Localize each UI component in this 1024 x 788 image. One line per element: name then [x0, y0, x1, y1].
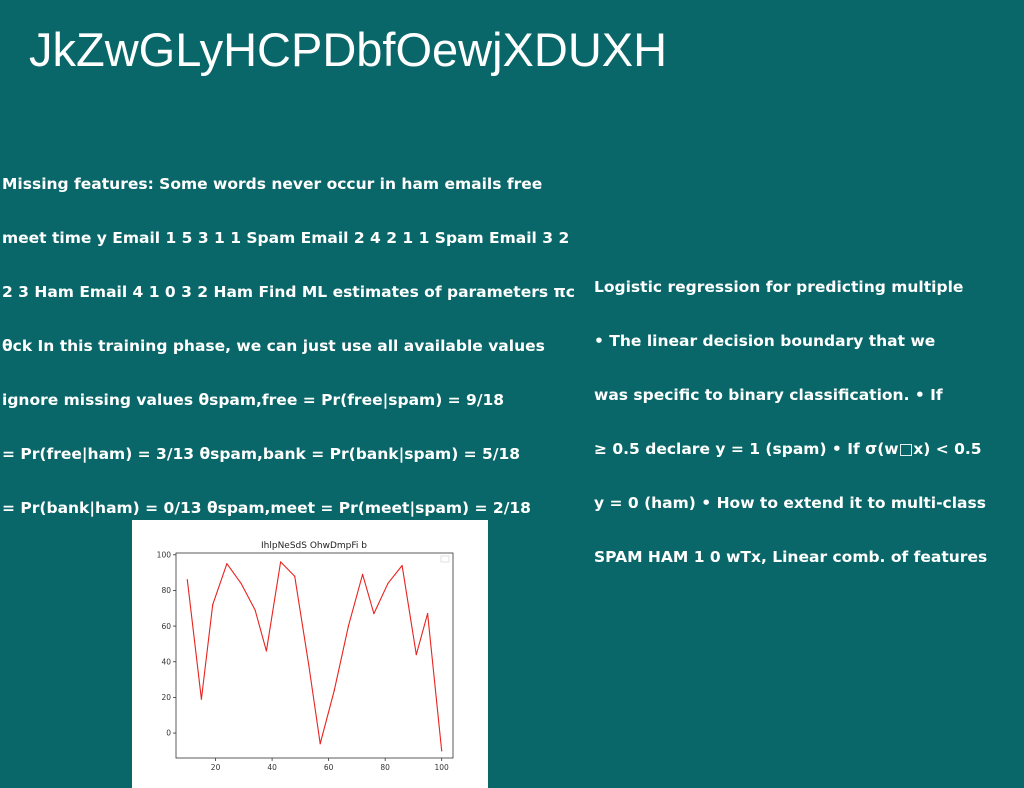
missing-features-text: Missing features: Some words never occur…: [2, 139, 587, 535]
y-tick-label: 60: [161, 622, 171, 631]
x-tick-label: 40: [267, 763, 277, 772]
line-chart: IhlpNeSdS OhwDmpFi b 20 40 60 80 100 0 20 40 60 8…: [157, 541, 454, 772]
y-tick-label: 40: [161, 657, 171, 666]
chart-title: IhlpNeSdS OhwDmpFi b: [261, 541, 367, 551]
data-point: [373, 613, 375, 615]
data-point: [308, 664, 310, 666]
x-tick-label: 80: [380, 763, 390, 772]
data-point: [387, 582, 389, 584]
text-line: was specific to binary classification. •…: [594, 386, 943, 404]
text-line: meet time y Email 1 5 3 1 1 Spam Email 2…: [2, 229, 570, 247]
logistic-regression-text: Logistic regression for predicting multi…: [594, 242, 1022, 584]
text-line: θck In this training phase, we can just …: [2, 337, 545, 355]
x-tick-label: 100: [435, 763, 450, 772]
series-group: [186, 561, 443, 752]
text-line: ignore missing values θspam,free = Pr(fr…: [2, 391, 505, 409]
text-line: • The linear decision boundary that we: [594, 332, 936, 350]
data-point: [254, 609, 256, 611]
data-point: [401, 564, 403, 567]
axis-ticks: 20 40 60 80 100 0 20 40 60 80 100: [157, 550, 449, 772]
data-point: [226, 563, 228, 565]
plot-frame: [175, 552, 454, 759]
text-line: 2 3 Ham Email 4 1 0 3 2 Ham Find ML esti…: [2, 283, 575, 301]
x-tick-label: 20: [211, 763, 221, 772]
series-line: [186, 561, 443, 751]
data-point: [265, 650, 268, 652]
data-point: [333, 689, 335, 691]
y-tick-label: 100: [157, 550, 172, 559]
data-point: [361, 573, 364, 575]
text-line: SPAM HAM 1 0 wTx, Linear comb. of featur…: [594, 548, 988, 566]
y-tick-label: 20: [161, 693, 171, 702]
text-line: = Pr(bank|ham) = 0/13 θspam,meet = Pr(me…: [2, 499, 531, 517]
x-tick-label: 60: [324, 763, 334, 772]
y-tick-label: 80: [161, 586, 171, 595]
data-point: [319, 743, 321, 745]
data-point: [186, 579, 188, 581]
data-point: [441, 750, 443, 752]
text-line: Missing features: Some words never occur…: [2, 175, 543, 193]
text-line: y = 0 (ham) • How to extend it to multi-…: [594, 494, 986, 512]
text-line: Logistic regression for predicting multi…: [594, 278, 964, 296]
line-chart-card: IhlpNeSdS OhwDmpFi b 20 40 60 80 100 0 20 40 60 8…: [132, 520, 488, 788]
data-point: [294, 575, 296, 577]
text-line: = Pr(free|ham) = 3/13 θspam,bank = Pr(ba…: [2, 445, 521, 463]
data-point: [212, 604, 214, 606]
data-point: [200, 698, 203, 700]
y-tick-label: 0: [166, 729, 171, 738]
data-point: [415, 654, 417, 656]
data-point: [426, 613, 429, 615]
text-line: ≥ 0.5 declare y = 1 (spam) • If σ(w□x) <…: [594, 440, 982, 458]
legend-box: [440, 555, 450, 563]
data-point: [240, 582, 242, 584]
data-point: [347, 625, 350, 627]
slide-title: JkZwGLyHCPDbfOewjXDUXH: [29, 23, 668, 76]
data-point: [279, 561, 282, 563]
